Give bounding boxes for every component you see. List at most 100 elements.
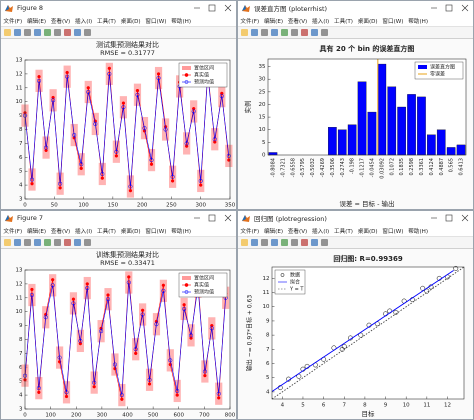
menu-item[interactable]: 编辑(E) xyxy=(26,18,47,25)
menu-item[interactable]: 工具(T) xyxy=(96,228,116,235)
toolbar-button[interactable] xyxy=(74,29,81,36)
menu-item[interactable]: 桌面(D) xyxy=(120,228,141,235)
toolbar-button[interactable] xyxy=(84,239,91,246)
menu-item[interactable]: 帮助(H) xyxy=(171,228,192,235)
menu-item[interactable]: 帮助(H) xyxy=(171,18,192,25)
data-point xyxy=(133,347,138,352)
menu-item[interactable]: 插入(I) xyxy=(75,18,93,25)
toolbar-button[interactable] xyxy=(271,239,278,246)
menu-item[interactable]: 文件(F) xyxy=(3,228,23,235)
toolbar-button[interactable] xyxy=(14,239,21,246)
menu-item[interactable]: 编辑(E) xyxy=(26,228,47,235)
menu-item[interactable]: 工具(T) xyxy=(333,18,353,25)
menu-item[interactable]: 文件(F) xyxy=(240,228,260,235)
toolbar-button[interactable] xyxy=(281,29,288,36)
menu-item[interactable]: 编辑(E) xyxy=(263,18,284,25)
toolbar-button[interactable] xyxy=(74,239,81,246)
maximize-button[interactable] xyxy=(445,214,453,222)
app-icon-shape xyxy=(5,5,13,12)
toolbar-button[interactable] xyxy=(311,29,318,36)
toolbar-button[interactable] xyxy=(301,239,308,246)
bar xyxy=(407,94,416,156)
toolbar-button[interactable] xyxy=(4,239,11,246)
menu-item[interactable]: 桌面(D) xyxy=(120,18,141,25)
menu-item[interactable]: 工具(T) xyxy=(333,228,353,235)
toolbar-button[interactable] xyxy=(321,239,328,246)
legend-label: 误差直方图 xyxy=(430,64,455,71)
data-point xyxy=(210,323,214,328)
x-tick-label: 8 xyxy=(363,403,367,409)
toolbar-button[interactable] xyxy=(4,29,11,36)
toolbar-button[interactable] xyxy=(34,239,41,246)
menu-item[interactable]: 插入(I) xyxy=(75,228,93,235)
data-point xyxy=(135,92,140,97)
menu-item[interactable]: 插入(I) xyxy=(312,18,330,25)
toolbar-button[interactable] xyxy=(291,29,298,36)
menu-item[interactable]: 查看(V) xyxy=(287,18,308,25)
bar xyxy=(337,129,347,156)
toolbar-button[interactable] xyxy=(44,29,51,36)
menu-item[interactable]: 文件(F) xyxy=(3,18,23,25)
data-point xyxy=(202,369,207,374)
menu-item[interactable]: 桌面(D) xyxy=(357,228,378,235)
menu-item[interactable]: 编辑(E) xyxy=(263,228,284,235)
toolbar-button[interactable] xyxy=(251,239,258,246)
data-point xyxy=(36,386,41,391)
maximize-button[interactable] xyxy=(208,214,216,222)
data-point xyxy=(127,275,131,279)
y-tick-label: 6 xyxy=(266,361,270,367)
data-point xyxy=(57,355,62,360)
maximize-button[interactable] xyxy=(208,4,216,12)
toolbar-button[interactable] xyxy=(261,29,268,36)
toolbar-button[interactable] xyxy=(24,29,31,36)
toolbar-button[interactable] xyxy=(241,239,248,246)
menu-item[interactable]: 查看(V) xyxy=(50,18,71,25)
toolbar-button[interactable] xyxy=(34,29,41,36)
toolbar-button[interactable] xyxy=(271,29,278,36)
maximize-button[interactable] xyxy=(445,4,453,12)
close-button[interactable] xyxy=(461,4,469,12)
y-tick-label: 10 xyxy=(16,99,23,105)
data-point xyxy=(393,309,399,315)
data-point xyxy=(37,390,41,394)
toolbar-button[interactable] xyxy=(24,239,31,246)
toolbar-button[interactable] xyxy=(321,29,328,36)
menu-item[interactable]: 窗口(W) xyxy=(382,18,404,25)
toolbar-button[interactable] xyxy=(261,239,268,246)
menu-item[interactable]: 帮助(H) xyxy=(408,228,429,235)
toolbar-button[interactable] xyxy=(84,29,91,36)
toolbar-button[interactable] xyxy=(281,239,288,246)
y-tick-label: 3 xyxy=(19,407,23,413)
y-tick-label: 9 xyxy=(266,318,270,324)
toolbar-button[interactable] xyxy=(291,239,298,246)
menu-item[interactable]: 查看(V) xyxy=(287,228,308,235)
menu-item[interactable]: 文件(F) xyxy=(240,18,260,25)
app-icon xyxy=(242,5,250,12)
close-button[interactable] xyxy=(461,214,469,222)
data-point xyxy=(64,394,69,399)
toolbar-button[interactable] xyxy=(311,239,318,246)
toolbar-button[interactable] xyxy=(54,29,61,36)
menu-item[interactable]: 插入(I) xyxy=(312,228,330,235)
toolbar-button[interactable] xyxy=(301,29,308,36)
menu-item[interactable]: 工具(T) xyxy=(96,18,116,25)
menu-item[interactable]: 查看(V) xyxy=(50,228,71,235)
toolbar-button[interactable] xyxy=(14,29,21,36)
toolbar-button[interactable] xyxy=(241,29,248,36)
data-point xyxy=(216,391,221,396)
x-tick-label: 0.1072 xyxy=(389,158,395,176)
toolbar-button[interactable] xyxy=(54,239,61,246)
toolbar-button[interactable] xyxy=(64,239,71,246)
menu-item[interactable]: 桌面(D) xyxy=(357,18,378,25)
close-button[interactable] xyxy=(224,214,232,222)
menu-item[interactable]: 帮助(H) xyxy=(408,18,429,25)
toolbar-button[interactable] xyxy=(251,29,258,36)
menu-item[interactable]: 窗口(W) xyxy=(382,228,404,235)
close-button[interactable] xyxy=(224,4,232,12)
menu-item[interactable]: 窗口(W) xyxy=(145,228,167,235)
toolbar-button[interactable] xyxy=(44,239,51,246)
window-controls xyxy=(431,4,469,12)
chart-title: 训练集预测结果对比 xyxy=(96,250,159,259)
menu-item[interactable]: 窗口(W) xyxy=(145,18,167,25)
toolbar-button[interactable] xyxy=(64,29,71,36)
